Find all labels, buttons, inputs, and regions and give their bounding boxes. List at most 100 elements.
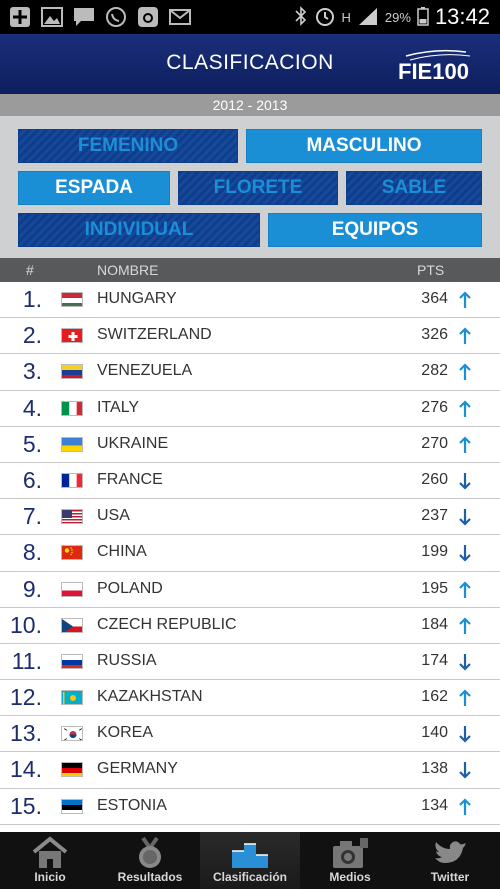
- rank-number: 9.: [22, 575, 42, 602]
- country-name: GERMANY: [97, 760, 178, 778]
- trend-down-arrow-icon: [457, 507, 473, 527]
- battery-level: 29%: [384, 9, 411, 25]
- rank-number: 15.: [10, 792, 42, 819]
- trend-up-arrow-icon: [457, 688, 473, 708]
- filter-espada-button[interactable]: ESPADA: [18, 171, 170, 205]
- points-value: 195: [421, 579, 448, 597]
- logo-text: FIE100: [398, 59, 469, 82]
- column-name: NOMBRE: [97, 262, 159, 278]
- ranking-list: 1. HUNGARY 364 2. SWITZERLAND 326 3. VENEZUELA 2…: [0, 282, 500, 825]
- signal-icon: [357, 6, 379, 29]
- whatsapp-icon: [104, 5, 128, 29]
- podium-icon: [230, 836, 270, 870]
- rank-number: 2.: [22, 322, 42, 349]
- trend-down-arrow-icon: [457, 543, 473, 563]
- country-name: CHINA: [97, 543, 147, 561]
- page-title: CLASIFICACION: [166, 51, 334, 74]
- tab-clasificacion[interactable]: Clasificación: [200, 832, 300, 889]
- rank-number: 12.: [10, 684, 42, 711]
- rank-number: 7.: [22, 503, 42, 530]
- filter-femenino-button[interactable]: FEMENINO: [18, 129, 238, 163]
- poland-flag-icon: [61, 581, 83, 597]
- tab-resultados[interactable]: Resultados: [100, 832, 200, 889]
- russia-flag-icon: [61, 653, 83, 669]
- ranking-row[interactable]: 15. ESTONIA 134: [0, 788, 500, 825]
- trend-up-arrow-icon: [457, 435, 473, 455]
- rank-number: 13.: [10, 720, 42, 747]
- bottom-tab-bar: Inicio Resultados Clasificación Medios T…: [0, 832, 500, 889]
- points-value: 364: [421, 290, 448, 307]
- ranking-row[interactable]: 13. KOREA 140: [0, 716, 500, 753]
- points-value: 282: [421, 362, 448, 380]
- rank-number: 10.: [10, 611, 42, 638]
- trend-down-arrow-icon: [457, 724, 473, 744]
- status-bar: H 29% 13:42: [0, 0, 500, 34]
- hungary-flag-icon: [61, 292, 83, 307]
- instagram-icon: [136, 5, 160, 29]
- switzerland-flag-icon: [61, 328, 83, 344]
- ranking-row[interactable]: 8. CHINA 199: [0, 535, 500, 572]
- ranking-row[interactable]: 4. ITALY 276: [0, 390, 500, 427]
- country-name: ITALY: [97, 398, 140, 416]
- network-type: H: [341, 9, 351, 25]
- ranking-row[interactable]: 12. KAZAKHSTAN 162: [0, 680, 500, 717]
- fie-logo[interactable]: FIE100: [396, 48, 492, 84]
- filter-individual-button[interactable]: INDIVIDUAL: [18, 213, 260, 247]
- ranking-row[interactable]: 14. GERMANY 138: [0, 752, 500, 789]
- filter-sable-button[interactable]: SABLE: [346, 171, 482, 205]
- clock: 13:42: [434, 4, 490, 29]
- app-header: CLASIFICACION FIE100: [0, 34, 500, 94]
- bluetooth-icon: [294, 5, 308, 29]
- rank-number: 5.: [22, 430, 42, 457]
- italy-flag-icon: [61, 400, 83, 416]
- ranking-row[interactable]: 9. POLAND 195: [0, 571, 500, 608]
- country-name: FRANCE: [97, 470, 163, 488]
- korea-flag-icon: [61, 726, 83, 742]
- points-value: 162: [421, 688, 448, 706]
- country-name: SWITZERLAND: [97, 326, 212, 344]
- camera-icon: [330, 836, 370, 870]
- points-value: 270: [421, 434, 448, 452]
- points-value: 276: [421, 398, 448, 416]
- trend-up-arrow-icon: [457, 616, 473, 636]
- country-name: USA: [97, 507, 130, 525]
- column-rank: #: [26, 262, 34, 278]
- china-flag-icon: [61, 545, 83, 561]
- country-name: CZECH REPUBLIC: [97, 615, 237, 633]
- estonia-flag-icon: [61, 798, 83, 814]
- tab-inicio-label: Inicio: [34, 870, 66, 884]
- trend-down-arrow-icon: [457, 652, 473, 672]
- rank-number: 4.: [22, 394, 42, 421]
- country-name: VENEZUELA: [97, 362, 193, 380]
- trend-up-arrow-icon: [457, 362, 473, 382]
- tab-medios[interactable]: Medios: [300, 832, 400, 889]
- ranking-row[interactable]: 5. UKRAINE 270: [0, 426, 500, 463]
- ukraine-flag-icon: [61, 436, 83, 452]
- email-icon: [168, 5, 192, 29]
- tab-inicio[interactable]: Inicio: [0, 832, 100, 889]
- filter-masculino-button[interactable]: MASCULINO: [246, 129, 482, 163]
- filter-panel: FEMENINO MASCULINO ESPADA FLORETE SABLE …: [0, 116, 500, 258]
- ranking-row[interactable]: 2. SWITZERLAND 326: [0, 318, 500, 355]
- trend-down-arrow-icon: [457, 471, 473, 491]
- rank-number: 3.: [22, 358, 42, 385]
- ranking-row[interactable]: 10. CZECH REPUBLIC 184: [0, 607, 500, 644]
- points-value: 237: [421, 507, 448, 525]
- filter-equipos-button[interactable]: EQUIPOS: [268, 213, 482, 247]
- country-name: HUNGARY: [97, 290, 177, 307]
- rank-number: 14.: [10, 756, 42, 783]
- season-label: 2012 - 2013: [0, 94, 500, 116]
- rank-number: 8.: [22, 539, 42, 566]
- country-name: POLAND: [97, 579, 163, 597]
- ranking-row[interactable]: 11. RUSSIA 174: [0, 643, 500, 681]
- ranking-row[interactable]: 7. USA 237: [0, 499, 500, 536]
- filter-florete-button[interactable]: FLORETE: [178, 171, 338, 205]
- tab-twitter-label: Twitter: [430, 870, 470, 884]
- ranking-row[interactable]: 6. FRANCE 260: [0, 462, 500, 500]
- trend-up-arrow-icon: [457, 797, 473, 817]
- tab-twitter[interactable]: Twitter: [400, 832, 500, 889]
- ranking-row[interactable]: 1. HUNGARY 364: [0, 282, 500, 319]
- battery-icon: [417, 6, 429, 29]
- country-name: KOREA: [97, 724, 154, 742]
- ranking-row[interactable]: 3. VENEZUELA 282: [0, 354, 500, 391]
